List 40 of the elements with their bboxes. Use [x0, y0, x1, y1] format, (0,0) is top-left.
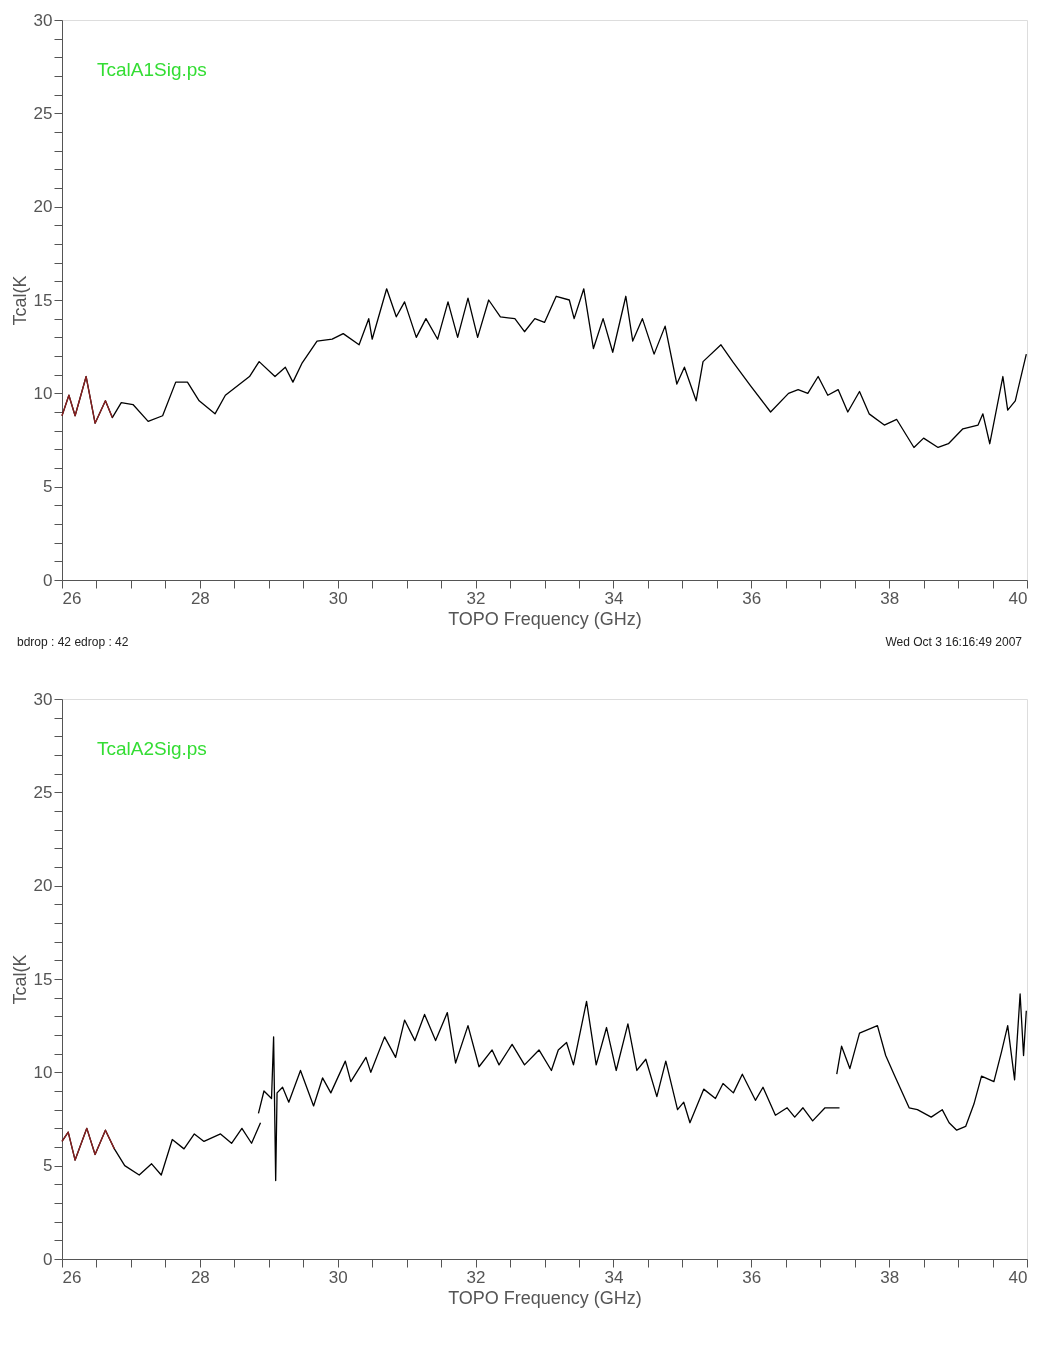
y-tick-label: 30 — [33, 689, 53, 709]
x-tick-label: 32 — [466, 1267, 486, 1287]
x-axis-title: TOPO Frequency (GHz) — [448, 608, 642, 629]
x-tick-label: 30 — [328, 1267, 348, 1287]
y-tick-label: 0 — [43, 570, 53, 590]
x-tick-label: 30 — [328, 588, 348, 608]
x-tick-label: 34 — [604, 588, 624, 608]
y-tick-label: 20 — [33, 197, 53, 217]
x-axis-title: TOPO Frequency (GHz) — [448, 1287, 642, 1308]
y-axis-title: Tcal(K — [9, 954, 30, 1005]
x-tick-label: 36 — [742, 588, 762, 608]
y-tick-label: 5 — [43, 1156, 53, 1176]
y-tick-label: 15 — [33, 969, 53, 989]
y-tick-label: 5 — [43, 477, 53, 497]
y-tick-label: 25 — [33, 103, 53, 123]
x-tick-label: 32 — [466, 588, 486, 608]
x-tick-label: 28 — [190, 1267, 210, 1287]
x-tick-label: 36 — [742, 1267, 762, 1287]
y-tick-label: 25 — [33, 782, 53, 802]
y-tick-label: 20 — [33, 876, 53, 896]
x-tick-label: 34 — [604, 1267, 624, 1287]
annotation: TcalA2Sig.ps — [97, 738, 207, 759]
text: bdrop : 42 edrop : 42 — [17, 635, 129, 649]
text: Wed Oct 3 16:16:49 2007 — [885, 635, 1023, 649]
x-tick-label: 38 — [880, 1267, 900, 1287]
x-tick-label: 26 — [62, 1267, 82, 1287]
line-series — [61, 1127, 116, 1161]
x-tick-label: 26 — [62, 588, 82, 608]
y-tick-label: 15 — [33, 290, 53, 310]
x-tick-label: 40 — [1008, 588, 1028, 608]
y-tick-label: 10 — [33, 1062, 53, 1082]
y-axis-title: Tcal(K — [9, 275, 30, 326]
x-tick-label: 40 — [1008, 1267, 1028, 1287]
annotation: TcalA1Sig.ps — [97, 59, 207, 80]
y-tick-label: 10 — [33, 383, 53, 403]
x-tick-label: 38 — [880, 588, 900, 608]
y-tick-label: 0 — [43, 1249, 53, 1269]
y-tick-label: 30 — [33, 10, 53, 30]
line-series — [61, 375, 113, 424]
x-tick-label: 28 — [190, 588, 210, 608]
